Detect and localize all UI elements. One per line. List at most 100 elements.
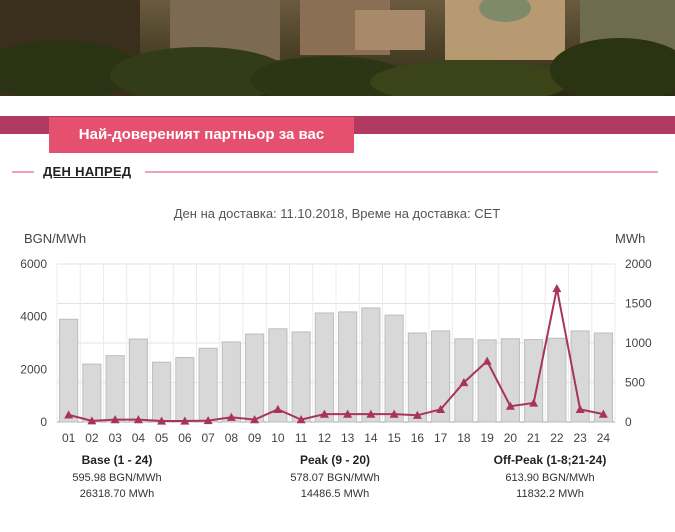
- bar-price-12: [314, 312, 334, 423]
- volume-line: [68, 288, 604, 423]
- volume-point-18: [459, 378, 469, 387]
- section-title[interactable]: ДЕН НАПРЕД: [43, 164, 132, 179]
- bar-price-05: [152, 361, 172, 423]
- x-tick-01: 01: [62, 431, 76, 445]
- volume-point-24: [598, 409, 608, 418]
- bar-price-19: [477, 339, 497, 423]
- y-tick-left: 6000: [20, 257, 47, 271]
- header-banner-photo: [0, 0, 675, 96]
- chart-title: Ден на доставка: 11.10.2018, Време на до…: [174, 206, 501, 221]
- x-tick-23: 23: [573, 431, 587, 445]
- volume-point-09: [250, 415, 260, 424]
- summary-price: 613.90 BGN/MWh: [505, 472, 594, 484]
- y-axis-right-label: MWh: [615, 231, 645, 246]
- y-tick-left: 4000: [20, 310, 47, 324]
- x-tick-12: 12: [318, 431, 332, 445]
- bar-price-09: [245, 333, 265, 423]
- section-divider-right: [145, 171, 658, 173]
- volume-point-04: [133, 415, 143, 424]
- y-tick-right: 0: [625, 415, 632, 429]
- summary-price: 578.07 BGN/MWh: [290, 472, 379, 484]
- summary-volume: 11832.2 MWh: [516, 488, 584, 500]
- volume-point-15: [389, 409, 399, 418]
- y-tick-right: 2000: [625, 257, 652, 271]
- volume-point-11: [296, 415, 306, 424]
- bar-price-08: [221, 341, 241, 423]
- bar-price-24: [593, 332, 613, 423]
- bar-price-13: [338, 311, 358, 423]
- bar-price-04: [128, 338, 148, 423]
- x-tick-04: 04: [132, 431, 146, 445]
- volume-point-16: [412, 410, 422, 419]
- volume-point-22: [552, 283, 562, 293]
- summary-volume: 14486.5 MWh: [301, 488, 369, 500]
- volume-point-21: [529, 398, 539, 407]
- x-tick-03: 03: [108, 431, 122, 445]
- bar-price-15: [384, 314, 404, 423]
- x-tick-11: 11: [295, 431, 308, 445]
- summary-price: 595.98 BGN/MWh: [72, 472, 161, 484]
- volume-point-01: [64, 410, 74, 419]
- volume-point-19: [482, 356, 492, 365]
- y-tick-left: 2000: [20, 362, 47, 376]
- x-tick-07: 07: [201, 431, 215, 445]
- bar-price-02: [82, 363, 102, 423]
- x-tick-15: 15: [387, 431, 401, 445]
- volume-point-03: [110, 415, 120, 424]
- bar-price-21: [524, 339, 544, 423]
- y-tick-right: 1500: [625, 297, 652, 311]
- volume-point-14: [366, 409, 376, 418]
- bar-price-17: [431, 330, 451, 423]
- summary-title: Base (1 - 24): [82, 453, 153, 467]
- day-ahead-chart: Ден на доставка: 11.10.2018, Време на до…: [20, 206, 652, 500]
- tagline-banner: Най-довереният партньор за вас: [49, 117, 354, 153]
- bar-price-14: [361, 307, 381, 423]
- bar-price-10: [268, 328, 288, 423]
- bar-price-07: [198, 347, 218, 423]
- x-tick-19: 19: [480, 431, 494, 445]
- bar-price-23: [570, 330, 590, 423]
- city-skyline-image: [0, 0, 675, 96]
- x-tick-08: 08: [225, 431, 239, 445]
- x-tick-09: 09: [248, 431, 262, 445]
- volume-point-07: [203, 416, 213, 425]
- section-divider-left: [12, 171, 34, 173]
- summary-title: Peak (9 - 20): [300, 453, 370, 467]
- bar-price-22: [547, 337, 567, 423]
- x-tick-17: 17: [434, 431, 448, 445]
- bar-price-06: [175, 356, 195, 423]
- x-tick-16: 16: [411, 431, 425, 445]
- bar-price-11: [291, 331, 311, 423]
- summary-volume: 26318.70 MWh: [80, 488, 155, 500]
- volume-point-05: [157, 416, 167, 425]
- x-tick-20: 20: [504, 431, 518, 445]
- x-tick-14: 14: [364, 431, 378, 445]
- x-tick-22: 22: [550, 431, 564, 445]
- volume-point-02: [87, 416, 97, 425]
- x-tick-06: 06: [178, 431, 192, 445]
- y-tick-right: 1000: [625, 336, 652, 350]
- x-tick-21: 21: [527, 431, 541, 445]
- y-tick-right: 500: [625, 376, 645, 390]
- volume-point-13: [343, 409, 353, 418]
- volume-point-20: [505, 401, 515, 410]
- volume-point-10: [273, 404, 283, 413]
- volume-point-12: [319, 409, 329, 418]
- x-tick-18: 18: [457, 431, 471, 445]
- bar-price-16: [407, 332, 427, 423]
- bar-price-20: [500, 338, 520, 423]
- y-axis-left-label: BGN/MWh: [24, 231, 86, 246]
- x-tick-24: 24: [597, 431, 611, 445]
- y-tick-left: 0: [40, 415, 47, 429]
- summary-title: Off-Peak (1-8;21-24): [494, 453, 607, 467]
- x-tick-05: 05: [155, 431, 169, 445]
- volume-point-23: [575, 404, 585, 413]
- bar-price-03: [105, 355, 125, 423]
- bar-price-01: [59, 318, 79, 423]
- x-tick-02: 02: [85, 431, 99, 445]
- volume-point-08: [226, 412, 236, 421]
- x-tick-10: 10: [271, 431, 285, 445]
- x-tick-13: 13: [341, 431, 355, 445]
- volume-point-06: [180, 416, 190, 425]
- volume-point-17: [436, 404, 446, 413]
